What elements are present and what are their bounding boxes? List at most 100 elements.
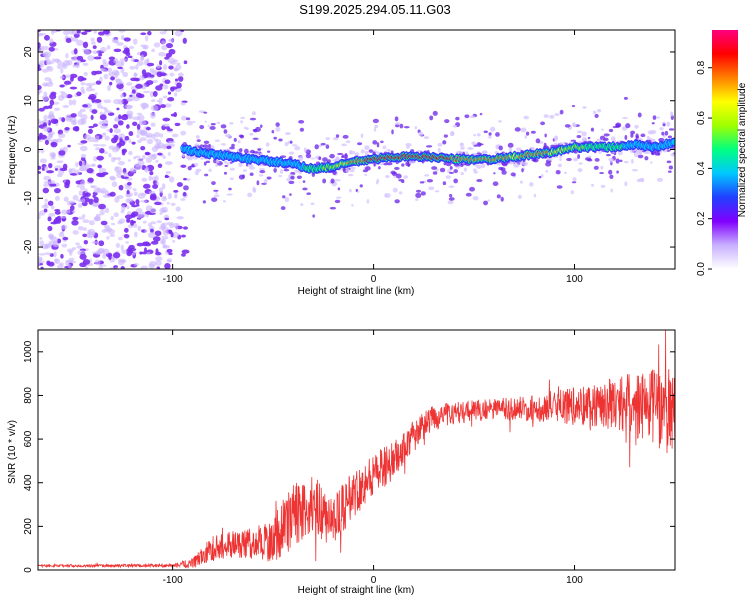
noise-speckle: [140, 44, 147, 48]
ridge-halo: [602, 137, 609, 141]
ridge-halo: [469, 186, 476, 192]
noise-speckle: [103, 73, 109, 80]
noise-speckle: [71, 99, 77, 106]
y-tick-label: 800: [23, 387, 34, 404]
noise-speckle: [107, 228, 116, 235]
ridge-halo: [260, 152, 264, 156]
ridge-halo: [349, 150, 356, 155]
ridge-halo: [594, 113, 599, 119]
ridge-halo: [205, 160, 211, 164]
noise-speckle: [147, 30, 152, 36]
ridge-halo: [460, 171, 464, 176]
ridge-halo: [554, 112, 560, 116]
noise-speckle: [153, 42, 161, 48]
ridge-halo: [508, 147, 513, 153]
ridge-halo: [196, 139, 201, 142]
noise-speckle: [70, 56, 77, 61]
noise-speckle: [135, 84, 143, 89]
noise-speckle: [124, 104, 132, 110]
ridge-halo: [558, 142, 564, 145]
ridge-halo: [322, 178, 327, 184]
ridge-halo: [598, 151, 602, 154]
noise-speckle: [137, 192, 146, 199]
noise-speckle: [53, 188, 61, 194]
snr-x-axis-label: Height of straight line (km): [298, 585, 415, 596]
noise-speckle: [154, 260, 162, 266]
noise-speckle: [186, 178, 191, 182]
noise-speckle: [91, 97, 95, 103]
noise-speckle: [161, 44, 168, 51]
ridge-halo: [252, 111, 256, 116]
noise-speckle: [91, 231, 96, 236]
noise-speckle: [99, 111, 103, 116]
noise-speckle: [43, 208, 48, 213]
noise-speckle: [170, 86, 178, 90]
noise-speckle: [80, 185, 86, 191]
ridge-halo: [406, 145, 410, 149]
ridge-halo: [204, 120, 207, 123]
ridge-halo: [187, 166, 192, 171]
ridge-halo: [418, 131, 424, 136]
ridge-halo: [637, 112, 642, 118]
ridge-halo: [570, 190, 575, 195]
ridge-halo: [202, 200, 206, 204]
ridge-halo: [600, 165, 604, 170]
ridge-halo: [395, 122, 401, 125]
y-tick-label: 0: [23, 146, 34, 152]
noise-speckle: [42, 82, 49, 87]
noise-speckle: [38, 84, 42, 90]
noise-speckle: [167, 91, 172, 95]
noise-speckle: [56, 160, 64, 164]
noise-speckle: [168, 38, 174, 43]
noise-speckle: [64, 126, 70, 131]
ridge-halo: [501, 163, 508, 166]
ridge-halo: [200, 157, 204, 160]
ridge-halo: [226, 193, 233, 196]
noise-speckle: [168, 176, 175, 183]
noise-speckle: [98, 240, 105, 247]
x-tick-label: 0: [371, 575, 377, 586]
ridge-halo: [415, 198, 419, 201]
noise-speckle: [110, 216, 114, 221]
ridge-halo: [513, 163, 520, 168]
ridge-halo: [606, 154, 611, 157]
noise-speckle: [77, 110, 83, 117]
ridge-halo: [203, 140, 210, 144]
noise-speckle: [134, 163, 141, 168]
noise-speckle: [72, 36, 78, 42]
noise-speckle: [163, 84, 169, 90]
ridge-halo: [214, 139, 220, 143]
noise-speckle: [117, 66, 123, 70]
ridge-halo: [641, 177, 645, 183]
ridge-halo: [557, 163, 562, 168]
noise-speckle: [38, 107, 45, 112]
noise-speckle: [161, 40, 166, 45]
noise-speckle: [141, 69, 147, 76]
ridge-halo: [543, 142, 547, 148]
noise-speckle: [62, 236, 69, 241]
ridge-halo: [199, 125, 205, 130]
ridge-halo: [541, 174, 544, 178]
ridge-halo: [305, 153, 312, 159]
noise-speckle: [144, 229, 148, 233]
ridge-halo: [229, 177, 235, 181]
noise-speckle: [109, 233, 116, 238]
noise-speckle: [133, 262, 139, 267]
noise-speckle: [129, 65, 136, 70]
ridge-halo: [419, 181, 425, 184]
ridge-halo: [631, 168, 638, 172]
noise-speckle: [38, 30, 41, 33]
ridge-halo: [183, 185, 189, 191]
noise-speckle: [126, 110, 134, 117]
noise-speckle: [162, 117, 171, 122]
ridge-halo: [587, 155, 592, 158]
ridge-halo: [540, 121, 546, 126]
noise-speckle: [117, 120, 124, 126]
ridge-halo: [390, 170, 396, 175]
noise-speckle: [118, 133, 125, 139]
ridge-halo: [203, 111, 208, 114]
ridge-halo: [453, 169, 458, 174]
y-tick-label: 20: [23, 46, 34, 58]
noise-speckle: [65, 52, 69, 59]
noise-speckle: [149, 170, 154, 176]
